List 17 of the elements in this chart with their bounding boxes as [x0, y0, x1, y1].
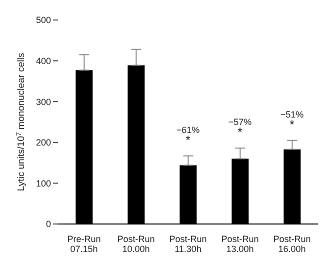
x-tick-label: Post-Run 16.00h	[273, 234, 311, 254]
annotation: *	[186, 132, 191, 147]
y-tick-label: 500	[36, 15, 51, 26]
y-tick-label: 100	[36, 178, 51, 188]
x-tick-label: Post-Run 13.00h	[221, 234, 259, 254]
annotation: *	[238, 125, 243, 140]
y-tick-label: 400	[36, 56, 51, 66]
x-tick-label: Post-Run 10.00h	[117, 234, 155, 254]
x-tick-label: Post-Run 11.30h	[169, 234, 207, 254]
annotation: −61%	[176, 124, 200, 135]
y-tick-label: 300	[36, 96, 51, 107]
y-tick-label: 200	[36, 138, 51, 148]
annotation: −57%	[228, 117, 252, 128]
x-tick-label: Pre-Run 07.15h	[67, 234, 101, 254]
y-tick-label: 0	[46, 219, 51, 230]
annotation: −51%	[280, 109, 304, 120]
annotation: *	[290, 117, 295, 132]
